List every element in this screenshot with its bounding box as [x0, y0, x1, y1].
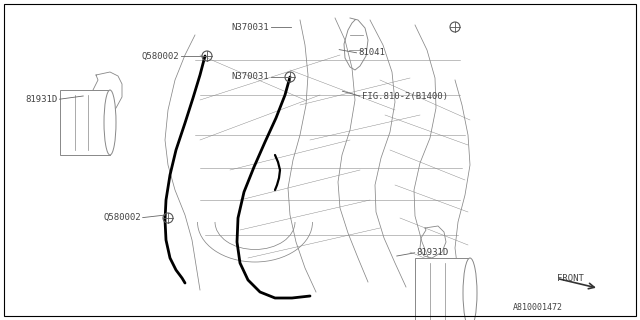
Text: A810001472: A810001472 — [513, 303, 563, 312]
Text: N370031: N370031 — [231, 72, 269, 81]
Text: 81931D: 81931D — [26, 95, 58, 104]
Bar — [60, 90, 110, 155]
Text: 81041: 81041 — [358, 48, 385, 57]
Text: Q580002: Q580002 — [103, 213, 141, 222]
Bar — [415, 258, 470, 320]
Text: 81931D: 81931D — [416, 248, 448, 257]
Ellipse shape — [463, 258, 477, 320]
Text: Q580002: Q580002 — [141, 52, 179, 60]
Text: FRONT: FRONT — [557, 274, 584, 283]
Ellipse shape — [104, 90, 116, 155]
Text: N370031: N370031 — [231, 23, 269, 32]
Text: FIG.810-2(B1400): FIG.810-2(B1400) — [362, 92, 447, 100]
